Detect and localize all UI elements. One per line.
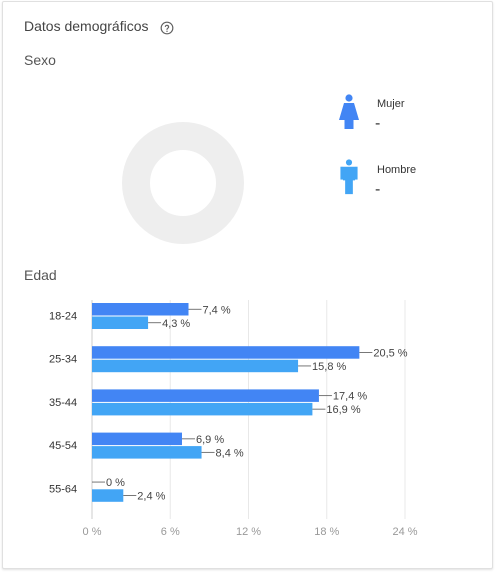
gender-section-label: Sexo <box>24 52 56 68</box>
male-legend-label: Hombre <box>377 164 417 176</box>
help-icon[interactable] <box>160 21 174 35</box>
x-tick-label: 6 % <box>161 526 180 538</box>
x-tick-label: 24 % <box>392 526 417 538</box>
bar <box>92 359 299 373</box>
gender-donut-chart <box>122 122 244 244</box>
bar <box>92 316 149 329</box>
female-legend-label: Mujer <box>377 98 405 110</box>
data-label: 7,4 % <box>203 304 231 316</box>
bar <box>92 489 124 502</box>
age-section-label: Edad <box>24 267 57 283</box>
data-label: 15,8 % <box>312 361 346 373</box>
category-label: 18-24 <box>49 311 77 323</box>
demographics-card: Datos demográficos Sexo Mujer - Hombre -… <box>2 1 493 569</box>
data-label: 6,9 % <box>196 434 224 446</box>
male-legend-value: - <box>375 181 381 198</box>
bar <box>92 303 189 316</box>
bar <box>92 432 182 446</box>
x-tick-label: 18 % <box>314 526 339 538</box>
female-person-icon <box>339 94 359 129</box>
data-label: 20,5 % <box>373 347 407 359</box>
donut-empty-ring <box>122 122 244 244</box>
bar <box>92 402 313 416</box>
bar <box>92 446 202 459</box>
bar <box>92 346 360 359</box>
female-legend-value: - <box>375 115 381 132</box>
data-label: 4,3 % <box>162 318 190 330</box>
category-label: 55-64 <box>49 483 77 495</box>
data-label: 8,4 % <box>216 447 244 459</box>
data-label: 17,4 % <box>333 391 367 403</box>
card-title: Datos demográficos <box>24 18 149 34</box>
category-label: 45-54 <box>49 440 77 452</box>
x-tick-label: 0 % <box>83 526 102 538</box>
data-label: 2,4 % <box>137 491 165 503</box>
data-label: 16,9 % <box>326 404 360 416</box>
age-bar-chart: 0 % 6 % 12 % 18 % 24 % 18-24 7,4 % 4,3 % 25-34 20… <box>49 300 418 538</box>
bar <box>92 389 319 402</box>
x-tick-label: 12 % <box>236 526 261 538</box>
category-label: 35-44 <box>49 397 77 409</box>
male-person-icon <box>340 159 358 195</box>
data-label: 0 % <box>106 477 125 489</box>
category-label: 25-34 <box>49 354 77 366</box>
